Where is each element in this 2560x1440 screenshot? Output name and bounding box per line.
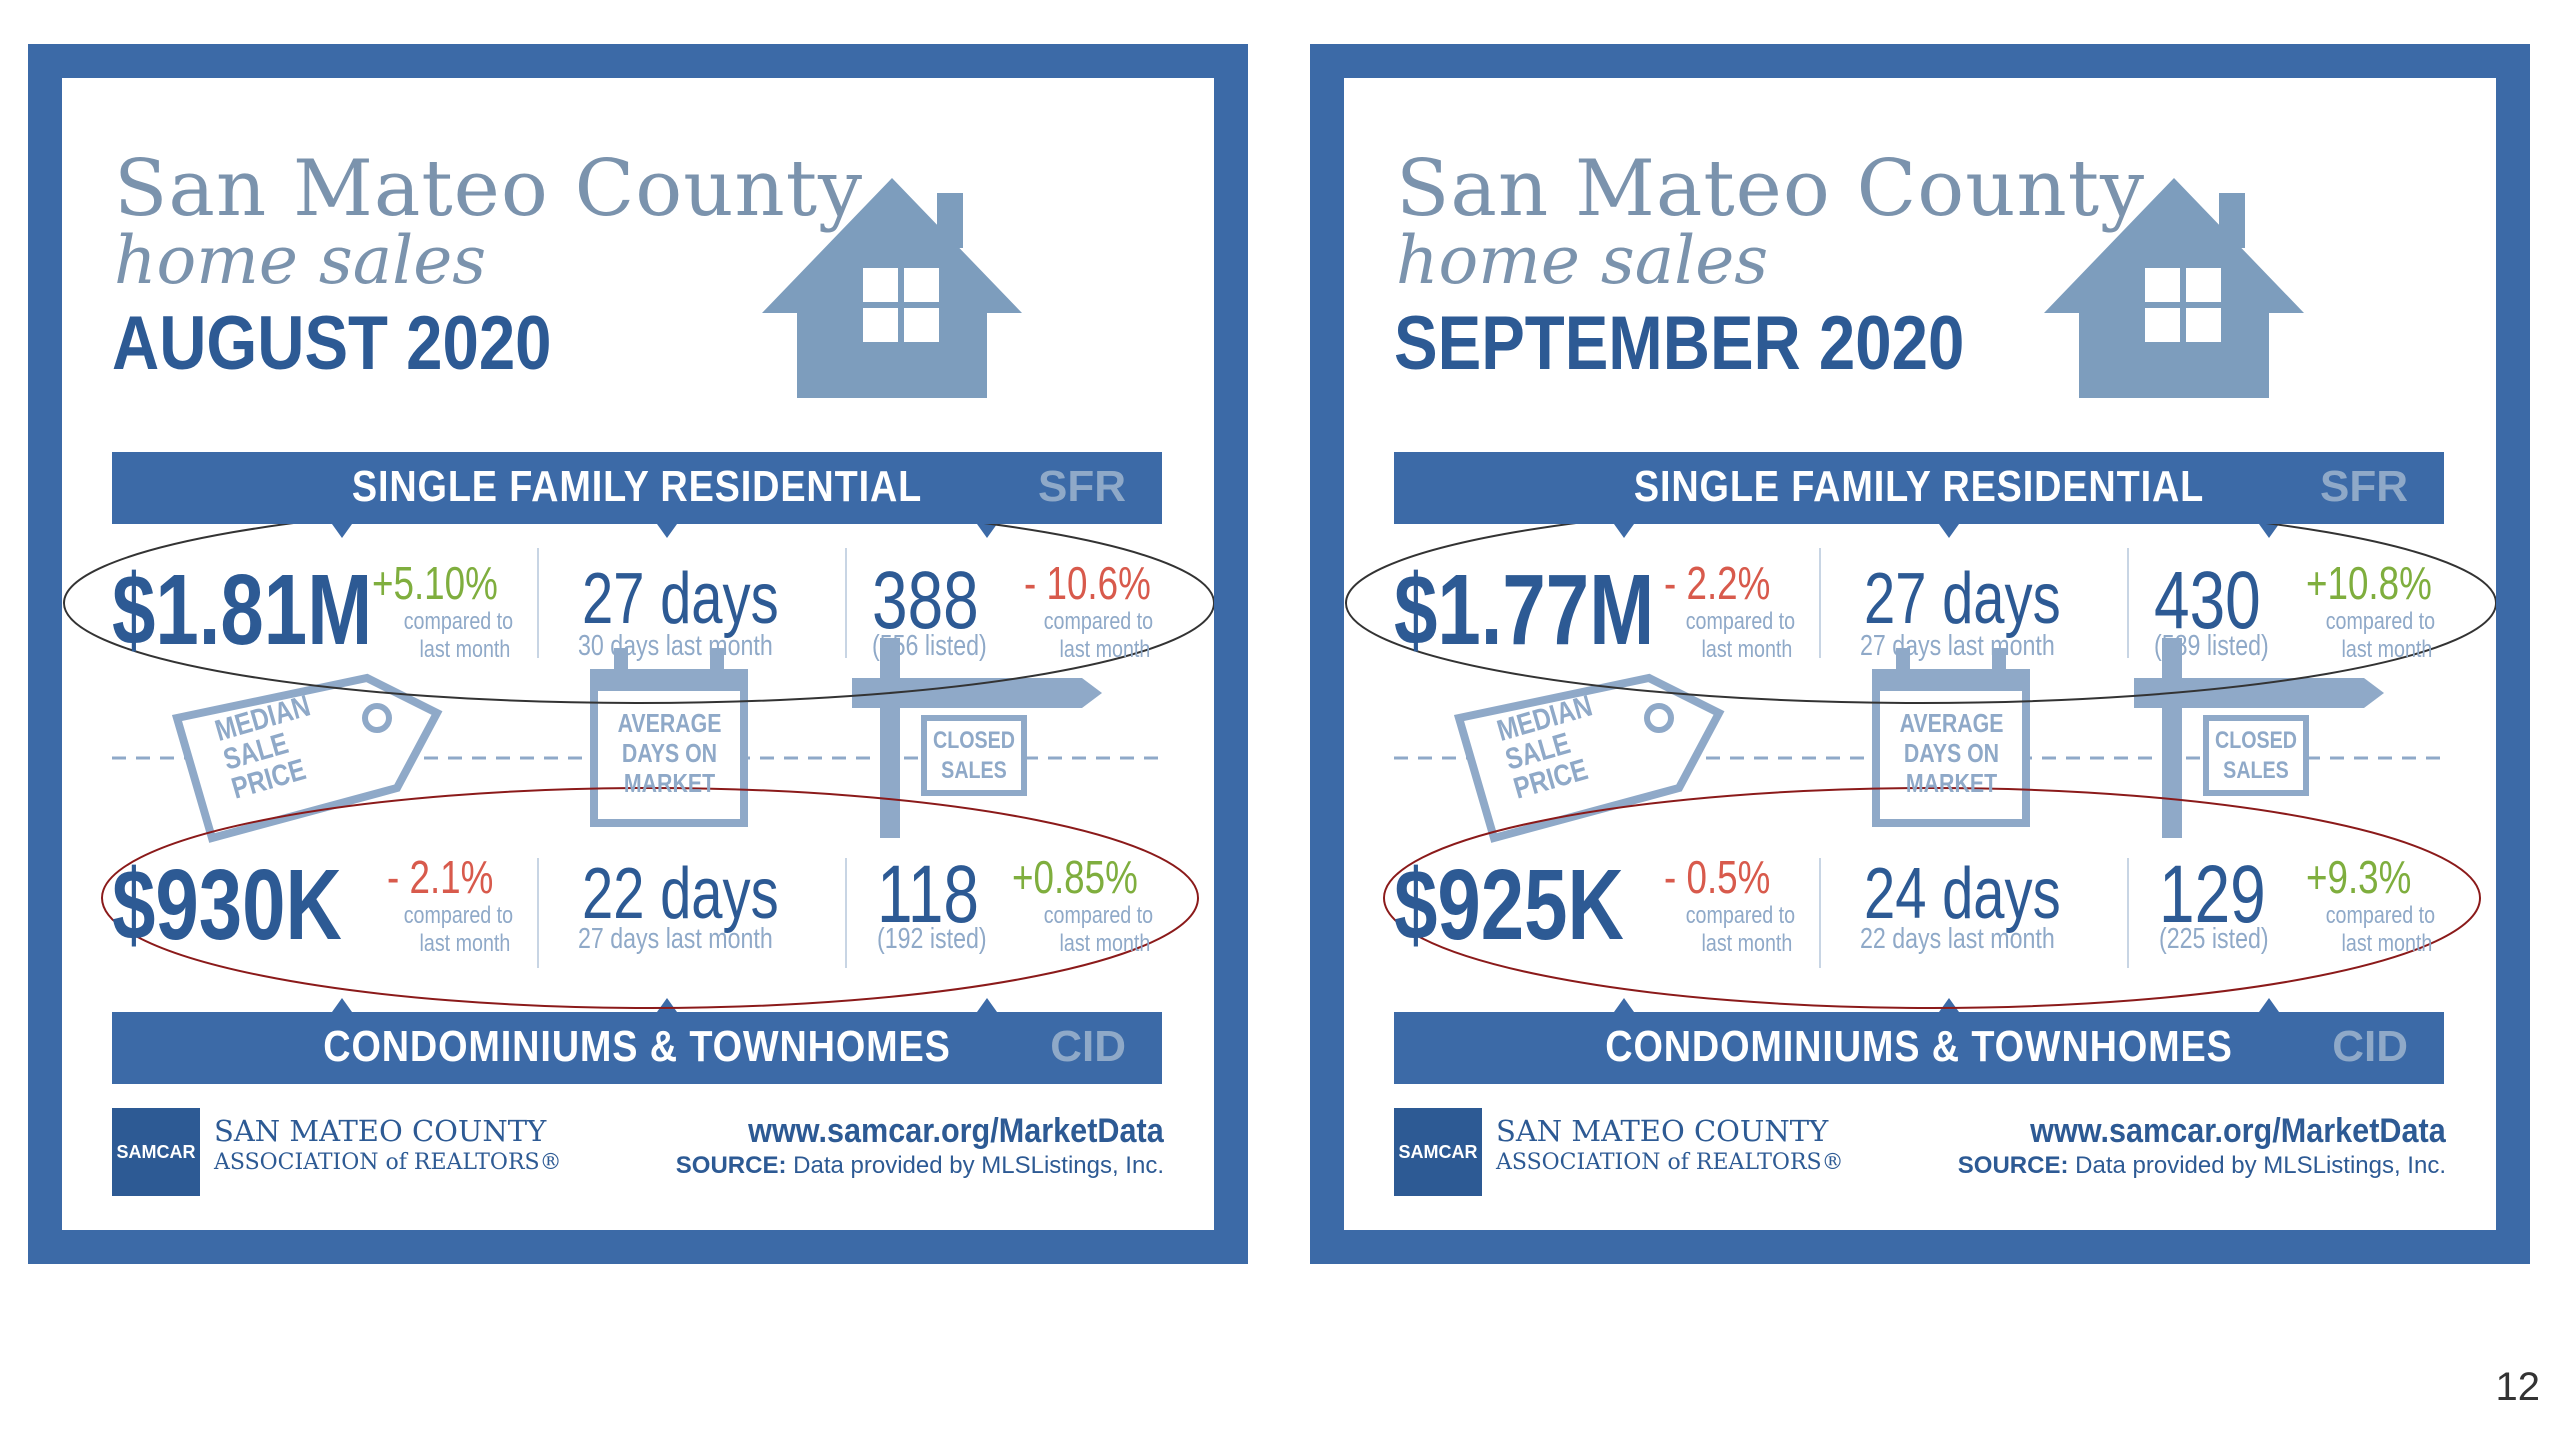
cid-band: CONDOMINIUMS & TOWNHOMES CID — [112, 1012, 1162, 1084]
sfr-median-price: $1.77M — [1394, 554, 1655, 666]
calendar-icon — [590, 648, 748, 827]
cid-sales-change: +0.85% — [1012, 851, 1138, 903]
house-icon — [2044, 178, 2304, 398]
cid-listed: (192 isted) — [877, 923, 987, 955]
sfr-band-label: SINGLE FAMILY RESIDENTIAL — [1633, 462, 2205, 511]
sfr-price-note: compared to last month — [1685, 608, 1796, 663]
county-title: San Mateo County — [114, 144, 864, 234]
cid-band: CONDOMINIUMS & TOWNHOMES CID — [1394, 1012, 2444, 1084]
sfr-band-code: SFR — [2320, 462, 2408, 511]
card-graphics — [1345, 178, 2496, 1012]
infographic-card-august: San Mateo County home sales AUGUST 2020 … — [28, 44, 1248, 1264]
calendar-icon — [1872, 648, 2030, 827]
price-tag-icon — [171, 673, 443, 843]
sfr-sales-change: - 10.6% — [1024, 557, 1151, 609]
sfr-price-change: +5.10% — [372, 557, 498, 609]
sfr-days-last: 27 days last month — [1860, 630, 2055, 662]
samcar-logo: SAMCAR — [1394, 1108, 1482, 1196]
market-data-link[interactable]: www.samcar.org/MarketData — [2030, 1112, 2446, 1150]
cid-price-note: compared to last month — [1685, 902, 1796, 957]
sfr-sales-note: compared to last month — [2325, 608, 2436, 663]
closed-sales-sign-icon — [852, 638, 1102, 838]
sfr-listed: (556 listed) — [872, 630, 987, 662]
cid-median-price: $930K — [112, 849, 342, 961]
sfr-price-note: compared to last month — [403, 608, 514, 663]
closed-sales-label: CLOSED SALES — [933, 727, 1016, 784]
org-name: SAN MATEO COUNTY — [214, 1114, 547, 1148]
month-title: AUGUST 2020 — [112, 301, 552, 386]
house-icon — [762, 178, 1022, 398]
sfr-band: SINGLE FAMILY RESIDENTIAL SFR — [1394, 452, 2444, 524]
price-tag-icon — [1453, 673, 1725, 843]
highlight-oval-cid — [101, 787, 1199, 1009]
highlight-oval-cid — [1383, 787, 2481, 1009]
cid-days-last: 27 days last month — [578, 923, 773, 955]
subtitle: home sales — [1396, 222, 1769, 299]
cid-days-last: 22 days last month — [1860, 923, 2055, 955]
card-graphics — [63, 178, 1214, 1012]
cid-sales-note: compared to last month — [1043, 902, 1154, 957]
org-name: SAN MATEO COUNTY — [1496, 1114, 1829, 1148]
average-days-label: AVERAGE DAYS ON MARKET — [617, 708, 722, 798]
sfr-sales-note: compared to last month — [1043, 608, 1154, 663]
cid-band-code: CID — [2332, 1022, 2408, 1071]
sfr-price-change: - 2.2% — [1664, 557, 1771, 609]
cid-sales-note: compared to last month — [2325, 902, 2436, 957]
org-subname: ASSOCIATION of REALTORS® — [1496, 1150, 1844, 1175]
sfr-days: 27 days — [1864, 559, 2061, 639]
cid-sales: 118 — [877, 849, 979, 940]
source-note: SOURCE: Data provided by MLSListings, In… — [1957, 1152, 2446, 1179]
sfr-listed: (589 listed) — [2154, 630, 2269, 662]
cid-price-note: compared to last month — [403, 902, 514, 957]
sfr-median-price: $1.81M — [112, 554, 373, 666]
average-days-label: AVERAGE DAYS ON MARKET — [1899, 708, 2004, 798]
cid-median-price: $925K — [1394, 849, 1624, 961]
closed-sales-sign-icon — [2134, 638, 2384, 838]
sfr-days-last: 30 days last month — [578, 630, 773, 662]
sfr-sales: 430 — [2154, 555, 2261, 646]
subtitle: home sales — [114, 222, 487, 299]
cid-days: 22 days — [582, 854, 779, 934]
cid-band-code: CID — [1050, 1022, 1126, 1071]
sfr-days: 27 days — [582, 559, 779, 639]
cid-price-change: - 0.5% — [1664, 851, 1771, 903]
samcar-logo: SAMCAR — [112, 1108, 200, 1196]
infographic-card-september: San Mateo County home sales SEPTEMBER 20… — [1310, 44, 2530, 1264]
cid-band-label: CONDOMINIUMS & TOWNHOMES — [323, 1022, 951, 1071]
sfr-sales-change: +10.8% — [2306, 557, 2432, 609]
card-inner: San Mateo County home sales SEPTEMBER 20… — [1344, 78, 2496, 1230]
page-number: 12 — [2495, 1365, 2541, 1409]
month-title: SEPTEMBER 2020 — [1394, 301, 1965, 386]
sfr-band: SINGLE FAMILY RESIDENTIAL SFR — [112, 452, 1162, 524]
cid-band-label: CONDOMINIUMS & TOWNHOMES — [1605, 1022, 2233, 1071]
org-subname: ASSOCIATION of REALTORS® — [214, 1150, 562, 1175]
sfr-band-code: SFR — [1038, 462, 1126, 511]
cid-price-change: - 2.1% — [387, 851, 494, 903]
cid-listed: (225 isted) — [2159, 923, 2269, 955]
cid-sales-change: +9.3% — [2306, 851, 2412, 903]
cid-days: 24 days — [1864, 854, 2061, 934]
card-inner: San Mateo County home sales AUGUST 2020 … — [62, 78, 1214, 1230]
county-title: San Mateo County — [1396, 144, 2146, 234]
source-note: SOURCE: Data provided by MLSListings, In… — [675, 1152, 1164, 1179]
sfr-band-label: SINGLE FAMILY RESIDENTIAL — [351, 462, 923, 511]
cid-sales: 129 — [2159, 849, 2266, 940]
closed-sales-label: CLOSED SALES — [2215, 727, 2298, 784]
sfr-sales: 388 — [872, 555, 979, 646]
market-data-link[interactable]: www.samcar.org/MarketData — [748, 1112, 1164, 1150]
